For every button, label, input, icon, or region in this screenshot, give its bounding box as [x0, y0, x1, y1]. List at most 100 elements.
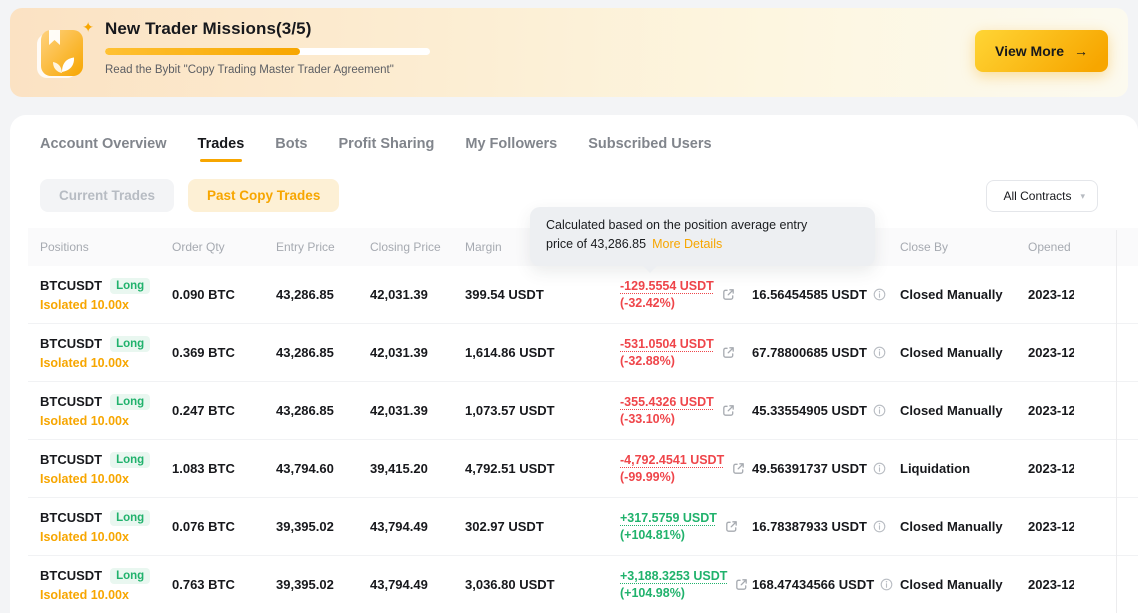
- closed-pnl-value[interactable]: -4,792.4541 USDT: [620, 452, 725, 467]
- positions-cell: BTCUSDT Long Isolated 10.00x: [40, 509, 172, 544]
- positions-cell: BTCUSDT Long Isolated 10.00x: [40, 451, 172, 486]
- table-body: BTCUSDT Long Isolated 10.00x 0.090 BTC 4…: [28, 266, 1138, 613]
- margin-mode-label: Isolated 10.00x: [40, 587, 129, 602]
- closing-price-value: 39,415.20: [370, 461, 428, 476]
- margin-mode-label: Isolated 10.00x: [40, 413, 129, 428]
- column-header: Positions: [40, 240, 89, 254]
- info-icon[interactable]: [873, 404, 886, 417]
- tab-subscribed-users[interactable]: Subscribed Users: [588, 136, 711, 162]
- sparkle-icon: ✦: [82, 19, 94, 35]
- tab-profit-sharing[interactable]: Profit Sharing: [339, 136, 435, 162]
- side-badge: Long: [110, 567, 151, 584]
- funding-cell: 16.78387933 USDT: [752, 519, 900, 534]
- closed-pnl-percent: (-33.10%): [620, 411, 675, 426]
- main-tabs: Account Overview Trades Bots Profit Sharing…: [40, 136, 712, 162]
- closed-pnl-percent: (+104.98%): [620, 585, 685, 600]
- tab-trades[interactable]: Trades: [198, 136, 244, 162]
- tab-bots[interactable]: Bots: [275, 136, 307, 162]
- share-icon[interactable]: [734, 577, 749, 592]
- close-by-value: Closed Manually: [900, 403, 1003, 418]
- column-divider: [1116, 230, 1117, 613]
- table-row: BTCUSDT Long Isolated 10.00x 0.247 BTC 4…: [28, 382, 1138, 440]
- entry-price-value: 39,395.02: [276, 577, 334, 592]
- close-by-value: Liquidation: [900, 461, 971, 476]
- closing-price-value: 42,031.39: [370, 287, 428, 302]
- symbol-label: BTCUSDT: [40, 568, 103, 583]
- margin-mode-label: Isolated 10.00x: [40, 471, 129, 486]
- info-icon[interactable]: [873, 288, 886, 301]
- closed-pnl-value[interactable]: -355.4326 USDT: [620, 394, 714, 409]
- share-icon[interactable]: [721, 403, 736, 418]
- margin-value: 1,073.57 USDT: [465, 403, 555, 418]
- info-icon[interactable]: [873, 520, 886, 533]
- margin-value: 302.97 USDT: [465, 519, 544, 534]
- trades-controls: Current Trades Past Copy Trades All Cont…: [40, 179, 1098, 212]
- margin-mode-label: Isolated 10.00x: [40, 297, 129, 312]
- funding-value: 45.33554905 USDT: [752, 403, 867, 418]
- margin-value: 1,614.86 USDT: [465, 345, 555, 360]
- close-by-value: Closed Manually: [900, 345, 1003, 360]
- tab-account-overview[interactable]: Account Overview: [40, 136, 167, 162]
- more-details-link[interactable]: More Details: [652, 237, 723, 252]
- side-badge: Long: [110, 509, 151, 526]
- closed-pnl-percent: (-32.88%): [620, 353, 675, 368]
- order-qty-value: 0.090 BTC: [172, 287, 235, 302]
- funding-cell: 16.56454585 USDT: [752, 287, 900, 302]
- book-icon: [37, 30, 83, 78]
- side-badge: Long: [110, 335, 151, 352]
- funding-value: 16.56454585 USDT: [752, 287, 867, 302]
- share-icon[interactable]: [731, 461, 746, 476]
- side-badge: Long: [110, 277, 151, 294]
- info-icon[interactable]: [873, 346, 886, 359]
- share-icon[interactable]: [721, 345, 736, 360]
- margin-value: 399.54 USDT: [465, 287, 544, 302]
- opened-time-value: 2023-12: [1028, 287, 1074, 302]
- funding-value: 16.78387933 USDT: [752, 519, 867, 534]
- closed-pnl-value[interactable]: +3,188.3253 USDT: [620, 568, 728, 583]
- info-icon[interactable]: [880, 578, 893, 591]
- margin-mode-label: Isolated 10.00x: [40, 355, 129, 370]
- column-header: Close By: [900, 240, 949, 254]
- progress-fill: [105, 48, 300, 55]
- positions-cell: BTCUSDT Long Isolated 10.00x: [40, 393, 172, 428]
- close-by-value: Closed Manually: [900, 287, 1003, 302]
- tab-past-copy-trades[interactable]: Past Copy Trades: [188, 179, 340, 212]
- info-icon[interactable]: [873, 462, 886, 475]
- chevron-down-icon: ▾: [1080, 191, 1085, 201]
- contracts-dropdown[interactable]: All Contracts ▾: [986, 179, 1098, 212]
- margin-value: 4,792.51 USDT: [465, 461, 555, 476]
- tab-current-trades[interactable]: Current Trades: [40, 179, 175, 212]
- symbol-label: BTCUSDT: [40, 510, 103, 525]
- margin-mode-label: Isolated 10.00x: [40, 529, 129, 544]
- view-more-button[interactable]: View More →: [975, 30, 1108, 72]
- funding-value: 67.78800685 USDT: [752, 345, 867, 360]
- positions-cell: BTCUSDT Long Isolated 10.00x: [40, 277, 172, 312]
- share-icon[interactable]: [721, 287, 736, 302]
- share-icon[interactable]: [724, 519, 739, 534]
- table-row: BTCUSDT Long Isolated 10.00x 0.090 BTC 4…: [28, 266, 1138, 324]
- entry-price-value: 43,286.85: [276, 403, 334, 418]
- close-by-value: Closed Manually: [900, 519, 1003, 534]
- symbol-label: BTCUSDT: [40, 394, 103, 409]
- closed-pnl-value[interactable]: -531.0504 USDT: [620, 336, 714, 351]
- closed-pnl-percent: (+104.81%): [620, 527, 685, 542]
- closed-pnl-cell: +317.5759 USDT (+104.81%): [620, 510, 752, 544]
- column-header: Margin: [465, 240, 502, 254]
- tab-my-followers[interactable]: My Followers: [465, 136, 557, 162]
- close-by-value: Closed Manually: [900, 577, 1003, 592]
- funding-value: 49.56391737 USDT: [752, 461, 867, 476]
- opened-time-value: 2023-12: [1028, 577, 1074, 592]
- closing-price-value: 42,031.39: [370, 403, 428, 418]
- closing-price-value: 43,794.49: [370, 577, 428, 592]
- column-header: Closing Price: [370, 240, 441, 254]
- table-row: BTCUSDT Long Isolated 10.00x 0.763 BTC 3…: [28, 556, 1138, 613]
- closed-pnl-value[interactable]: +317.5759 USDT: [620, 510, 717, 525]
- table-row: BTCUSDT Long Isolated 10.00x 0.076 BTC 3…: [28, 498, 1138, 556]
- funding-cell: 67.78800685 USDT: [752, 345, 900, 360]
- funding-cell: 45.33554905 USDT: [752, 403, 900, 418]
- opened-time-value: 2023-12: [1028, 345, 1074, 360]
- missions-banner: ✦ New Trader Missions(3/5) Read the Bybi…: [10, 8, 1128, 97]
- closed-pnl-cell: +3,188.3253 USDT (+104.98%): [620, 568, 752, 602]
- closed-pnl-value[interactable]: -129.5554 USDT: [620, 278, 714, 293]
